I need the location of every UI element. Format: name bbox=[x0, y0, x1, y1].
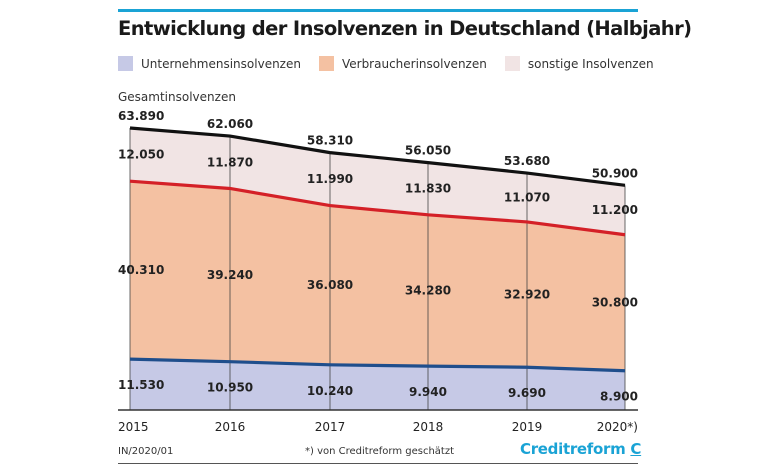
data-label-sonstige: 11.990 bbox=[307, 172, 353, 186]
brand-text: Creditreform bbox=[520, 440, 626, 458]
legend-label: Unternehmensinsolvenzen bbox=[141, 56, 301, 71]
data-label-total: 58.310 bbox=[307, 134, 353, 148]
data-label-total: 50.900 bbox=[592, 166, 638, 180]
brand-mark-icon: C bbox=[630, 440, 642, 458]
area-1 bbox=[130, 181, 625, 371]
x-tick-label: 2015 bbox=[118, 420, 149, 434]
y-axis-label: Gesamtinsolvenzen bbox=[118, 90, 236, 104]
data-label-total: 56.050 bbox=[405, 144, 451, 158]
x-tick-label: 2016 bbox=[215, 420, 246, 434]
data-label-sonstige: 11.070 bbox=[504, 190, 550, 204]
data-label-verbraucher: 30.800 bbox=[592, 296, 638, 310]
series-line-0 bbox=[129, 357, 626, 373]
data-label-total: 53.680 bbox=[504, 154, 550, 168]
brand-logo: Creditreform C bbox=[520, 440, 641, 458]
area-0 bbox=[130, 359, 625, 410]
x-tick-label: 2020*) bbox=[597, 420, 638, 434]
legend-item: sonstige Insolvenzen bbox=[504, 56, 654, 71]
chart-title: Entwicklung der Insolvenzen in Deutschla… bbox=[118, 17, 692, 40]
legend-label: Verbraucherinsolvenzen bbox=[341, 56, 487, 71]
area-2 bbox=[130, 128, 625, 235]
data-label-unternehmen: 9.690 bbox=[508, 386, 546, 400]
legend-label: sonstige Insolvenzen bbox=[527, 56, 654, 71]
legend-item: Verbraucherinsolvenzen bbox=[318, 56, 487, 71]
data-label-unternehmen: 8.900 bbox=[600, 390, 638, 404]
top-rule bbox=[118, 9, 638, 12]
footer-code: IN/2020/01 bbox=[118, 446, 174, 457]
data-label-unternehmen: 9.940 bbox=[409, 385, 447, 399]
data-label-unternehmen: 10.950 bbox=[207, 381, 253, 395]
legend-swatch bbox=[504, 56, 520, 71]
x-tick-label: 2018 bbox=[413, 420, 444, 434]
data-label-unternehmen: 10.240 bbox=[307, 384, 353, 398]
data-label-total: 63.890 bbox=[118, 109, 164, 123]
footer-note: *) von Creditreform geschätzt bbox=[305, 446, 455, 457]
data-label-sonstige: 12.050 bbox=[118, 148, 164, 162]
series-line-1 bbox=[129, 179, 626, 237]
data-label-sonstige: 11.870 bbox=[207, 155, 253, 169]
data-label-unternehmen: 11.530 bbox=[118, 378, 164, 392]
legend-item: Unternehmensinsolvenzen bbox=[118, 56, 301, 71]
bottom-rule bbox=[118, 463, 638, 464]
data-label-sonstige: 11.200 bbox=[592, 203, 638, 217]
data-label-total: 62.060 bbox=[207, 117, 253, 131]
data-label-verbraucher: 39.240 bbox=[207, 268, 253, 282]
legend-swatch bbox=[318, 56, 334, 71]
x-tick-label: 2019 bbox=[512, 420, 543, 434]
x-tick-label: 2017 bbox=[315, 420, 346, 434]
legend: Unternehmensinsolvenzen Verbraucherinsol… bbox=[118, 56, 672, 71]
data-label-verbraucher: 36.080 bbox=[307, 278, 353, 292]
data-label-verbraucher: 32.920 bbox=[504, 288, 550, 302]
data-label-verbraucher: 34.280 bbox=[405, 283, 451, 297]
series-line-2 bbox=[129, 126, 626, 187]
legend-swatch bbox=[118, 56, 133, 71]
data-label-verbraucher: 40.310 bbox=[118, 263, 164, 277]
data-label-sonstige: 11.830 bbox=[405, 182, 451, 196]
